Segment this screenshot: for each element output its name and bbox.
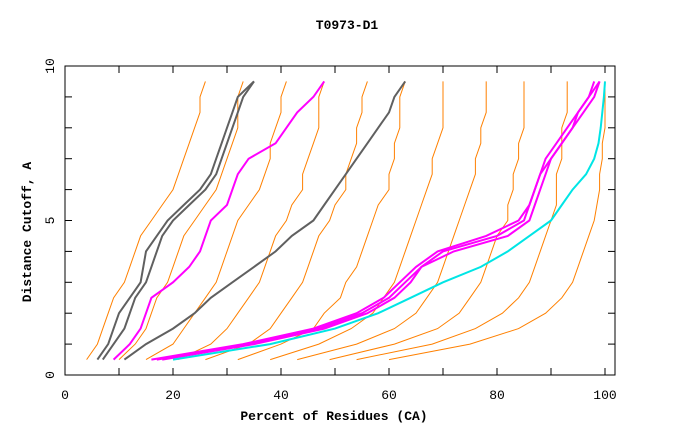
highlight-line-gray-3 xyxy=(123,80,407,361)
highlight-line-magenta-3 xyxy=(156,81,601,361)
highlight-line-gray-2 xyxy=(101,80,255,361)
model-line-1 xyxy=(118,81,244,360)
x-tick-label: 0 xyxy=(61,388,69,403)
model-line-4 xyxy=(205,81,368,361)
chart-title: T0973-D1 xyxy=(316,18,379,33)
model-line-5 xyxy=(237,81,406,361)
model-line-3 xyxy=(178,81,325,361)
model-line-7 xyxy=(297,81,487,361)
plot-lines xyxy=(86,80,606,361)
model-line-8 xyxy=(329,81,525,361)
model-line-10 xyxy=(388,81,606,361)
x-tick-label: 40 xyxy=(273,388,289,403)
x-axis-label: Percent of Residues (CA) xyxy=(240,409,427,424)
highlight-line-cyan-1 xyxy=(172,81,606,361)
model-line-0 xyxy=(86,81,206,360)
y-axis-label: Distance Cutoff, A xyxy=(20,162,35,303)
x-tick-label: 100 xyxy=(593,388,616,403)
highlight-line-magenta-4 xyxy=(151,81,596,361)
highlight-line-gray-1 xyxy=(96,80,255,361)
model-line-6 xyxy=(270,81,444,361)
highlight-line-magenta-1 xyxy=(112,80,326,361)
highlight-line-magenta-2 xyxy=(162,80,601,361)
y-tick-label: 10 xyxy=(43,58,58,74)
x-tick-label: 60 xyxy=(381,388,397,403)
plot-frame xyxy=(64,65,616,376)
x-tick-label: 20 xyxy=(165,388,181,403)
model-line-9 xyxy=(356,81,568,361)
axis-ticks: 0 20 40 60 80 100 0 5 10 xyxy=(43,58,617,403)
y-tick-label: 5 xyxy=(43,217,58,225)
x-tick-label: 80 xyxy=(489,388,505,403)
y-tick-label: 0 xyxy=(43,371,58,379)
